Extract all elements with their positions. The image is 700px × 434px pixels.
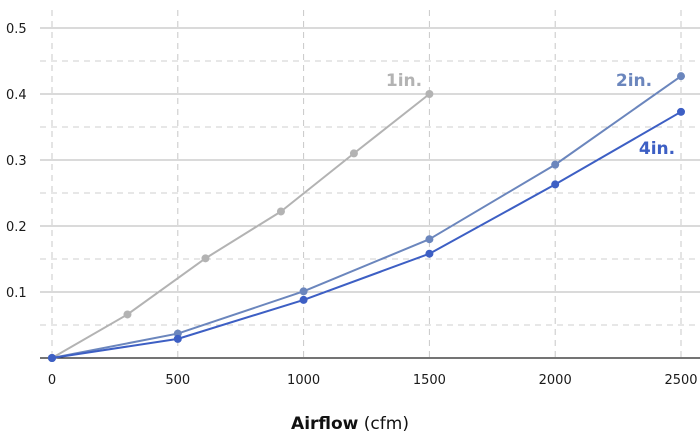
- data-point: [551, 180, 560, 189]
- series-label: 2in.: [616, 71, 652, 91]
- grid-lines: [40, 10, 700, 358]
- data-point: [276, 207, 285, 216]
- series-label: 4in.: [639, 139, 675, 159]
- y-tick-label: 0.1: [6, 286, 27, 301]
- data-point: [123, 310, 132, 319]
- series-lines: [48, 72, 685, 362]
- data-point: [425, 235, 434, 244]
- data-point: [677, 72, 685, 81]
- series-line: [51, 75, 682, 359]
- x-tick-label: 2500: [664, 373, 697, 388]
- y-tick-label: 0.5: [6, 22, 27, 37]
- series-label: 1in.: [386, 71, 422, 91]
- data-point: [677, 107, 685, 116]
- data-point: [551, 160, 560, 169]
- data-point: [173, 334, 182, 343]
- x-tick-label: 1500: [413, 373, 446, 388]
- x-tick-label: 0: [48, 373, 56, 388]
- data-point: [201, 254, 210, 263]
- series-line: [51, 93, 431, 359]
- x-tick-label: 2000: [539, 373, 572, 388]
- x-axis-title-unit: (cfm): [358, 414, 409, 434]
- series-line: [51, 110, 682, 359]
- x-axis-title-bold: Airflow: [291, 414, 359, 434]
- y-tick-label: 0.3: [6, 154, 27, 169]
- data-point: [349, 149, 358, 158]
- y-tick-label: 0.2: [6, 220, 27, 235]
- data-point: [299, 295, 308, 304]
- data-point: [299, 287, 308, 296]
- x-tick-label: 500: [165, 373, 190, 388]
- data-point: [425, 249, 434, 258]
- x-tick-label: 1000: [287, 373, 320, 388]
- tick-labels: 0 500 1000 1500 2000 2500 0.1 0.2 0.3 0.4 0.5 1in. 2…: [6, 22, 698, 388]
- data-point: [425, 90, 434, 98]
- y-tick-label: 0.4: [6, 88, 27, 103]
- data-point: [48, 354, 56, 362]
- x-axis-title: Airflow (cfm): [291, 414, 409, 434]
